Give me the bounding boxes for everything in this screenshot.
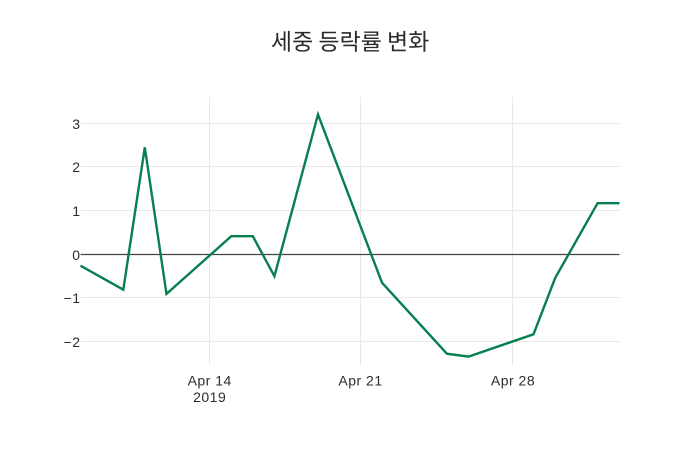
svg-text:Apr 28: Apr 28 — [491, 372, 535, 388]
svg-text:2019: 2019 — [193, 389, 226, 405]
svg-text:Apr 14: Apr 14 — [188, 372, 232, 388]
svg-text:Apr 21: Apr 21 — [338, 372, 382, 388]
svg-text:−1: −1 — [64, 290, 81, 306]
svg-text:0: 0 — [72, 247, 80, 263]
svg-text:−2: −2 — [64, 334, 81, 350]
svg-text:2: 2 — [72, 159, 80, 175]
svg-text:3: 3 — [72, 116, 80, 132]
svg-text:1: 1 — [72, 203, 80, 219]
